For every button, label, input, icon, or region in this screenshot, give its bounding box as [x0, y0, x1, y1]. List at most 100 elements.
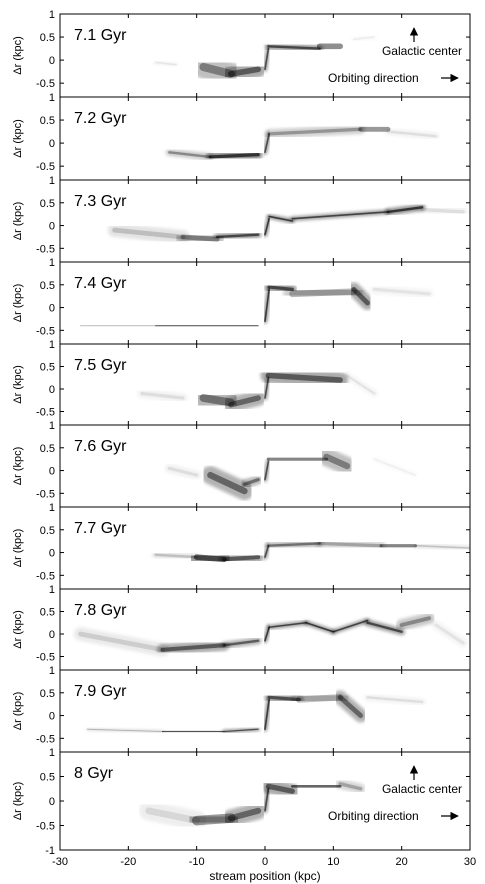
stream-segment-core — [160, 643, 226, 652]
stream-segment-core — [267, 542, 321, 547]
y-tick-label: 1 — [49, 339, 55, 351]
y-tick-label: -0.5 — [36, 821, 55, 833]
panel-title: 7.5 Gyr — [74, 357, 127, 374]
stream-particles — [165, 122, 440, 162]
y-axis-label: Δr (kpc) — [12, 610, 24, 649]
stream-segment — [201, 466, 254, 501]
stream-segment-core — [265, 783, 295, 794]
y-tick-label: 0.5 — [40, 772, 55, 784]
stream-segment — [107, 223, 190, 244]
y-tick-label: -0.5 — [36, 488, 55, 500]
stream-segment-core — [289, 288, 358, 298]
stream-segment — [165, 148, 214, 161]
stream-segment-core — [345, 374, 376, 395]
stream-segment-core — [264, 217, 270, 236]
panel-7: -0.5 0 0.5 1 Δr (kpc) 7.7 Gyr — [12, 502, 471, 590]
y-tick-label: 0.5 — [40, 198, 55, 210]
stream-segment — [260, 367, 349, 388]
stream-segment-core — [414, 544, 470, 549]
y-tick-label: 0.5 — [40, 362, 55, 374]
y-tick-label: -0.5 — [36, 733, 55, 745]
stream-segment-core — [223, 728, 259, 733]
y-axis-label: Δr (kpc) — [12, 36, 24, 75]
stream-segment — [264, 124, 366, 139]
stream-segment-core — [227, 807, 262, 822]
y-axis-label: Δr (kpc) — [12, 782, 24, 821]
panel-title: 7.8 Gyr — [74, 602, 127, 619]
stream-segment-core — [267, 45, 321, 50]
panel-title: 7.4 Gyr — [74, 275, 127, 292]
stream-segment-core — [140, 391, 185, 400]
y-tick-label: -0.5 — [36, 407, 55, 419]
y-tick-label: 0 — [49, 221, 55, 233]
panel-title: 7.9 Gyr — [74, 683, 127, 700]
y-axis-label: Δr (kpc) — [12, 284, 24, 323]
stream-segment — [283, 282, 363, 303]
stream-segment — [417, 205, 468, 217]
x-axis-label: stream position (kpc) — [209, 869, 320, 883]
panel-4: -0.5 0 0.5 1 Δr (kpc) 7.4 Gyr — [12, 257, 471, 345]
y-tick-label: 0.5 — [40, 280, 55, 292]
panel-2: -0.5 0 0.5 1 Δr (kpc) 7.2 Gyr — [12, 92, 471, 181]
y-axis-label: Δr (kpc) — [12, 529, 24, 568]
stream-segment — [164, 463, 202, 480]
y-tick-label: 0.5 — [40, 525, 55, 537]
stream-segment — [333, 690, 368, 723]
y-axis-label: Δr (kpc) — [12, 692, 24, 731]
stream-segment-core — [78, 631, 165, 653]
x-tick-label: 20 — [396, 856, 408, 868]
stream-segment-core — [228, 395, 261, 408]
stream-particles — [153, 36, 376, 86]
stream-particles — [107, 203, 468, 247]
stream-segment-core — [267, 127, 363, 136]
panel-title: 7.1 Gyr — [74, 27, 127, 44]
stream-particles — [139, 778, 366, 835]
stream-segment-core — [386, 130, 438, 138]
stream-segment-core — [208, 153, 260, 159]
y-tick-label: 0 — [49, 796, 55, 808]
stream-segment-core — [373, 458, 417, 476]
stream-segment-core — [337, 694, 364, 718]
stream-segment-core — [305, 621, 335, 633]
y-axis-label: Δr (kpc) — [12, 447, 24, 486]
y-tick-label: 1 — [49, 257, 55, 269]
stream-segment — [137, 389, 188, 403]
y-tick-label: -1 — [45, 845, 55, 857]
stream-segment-core — [265, 372, 343, 383]
y-axis-label: Δr (kpc) — [12, 365, 24, 404]
panel-title: 7.7 Gyr — [74, 520, 127, 537]
y-tick-label: -0.5 — [36, 652, 55, 664]
panel-10: -1 -0.5 0 0.5 1 Δr (kpc) 8 Gyr Galactic center O… — [12, 747, 476, 883]
y-tick-label: 0 — [49, 55, 55, 67]
stream-segment — [220, 637, 262, 649]
stream-segment — [261, 778, 300, 799]
stream-particles — [79, 282, 434, 328]
y-tick-label: 1 — [49, 9, 55, 21]
stream-particles — [73, 612, 468, 657]
y-tick-label: 1 — [49, 175, 55, 187]
y-tick-label: 1 — [49, 502, 55, 514]
panel-1: -0.5 0 0.5 1 Δr (kpc) 7.1 Gyr Galactic center O… — [12, 9, 471, 98]
stream-segment-core — [154, 61, 177, 66]
stream-segment — [396, 612, 435, 631]
stream-segment-core — [291, 211, 389, 220]
x-tick-label: -30 — [52, 856, 68, 868]
stream-segment-core — [242, 478, 260, 486]
y-tick-label: -0.5 — [36, 243, 55, 255]
galactic-center-label: Galactic center — [382, 44, 462, 58]
stream-segment — [218, 551, 264, 566]
y-tick-label: 0 — [49, 548, 55, 560]
stream-segment — [153, 60, 179, 68]
stream-segment-core — [338, 782, 363, 791]
stream-segment-core — [386, 206, 424, 214]
y-tick-label: 0.5 — [40, 607, 55, 619]
stream-segment-core — [420, 208, 465, 214]
stream-segment-core — [112, 227, 186, 240]
y-axis-label: Δr (kpc) — [12, 119, 24, 158]
stream-segment-core — [222, 555, 261, 562]
stream-particles — [152, 538, 470, 568]
stream-segment — [264, 540, 324, 550]
y-tick-label: -0.5 — [36, 78, 55, 90]
y-tick-label: 1 — [49, 584, 55, 596]
stream-segment — [222, 61, 267, 83]
